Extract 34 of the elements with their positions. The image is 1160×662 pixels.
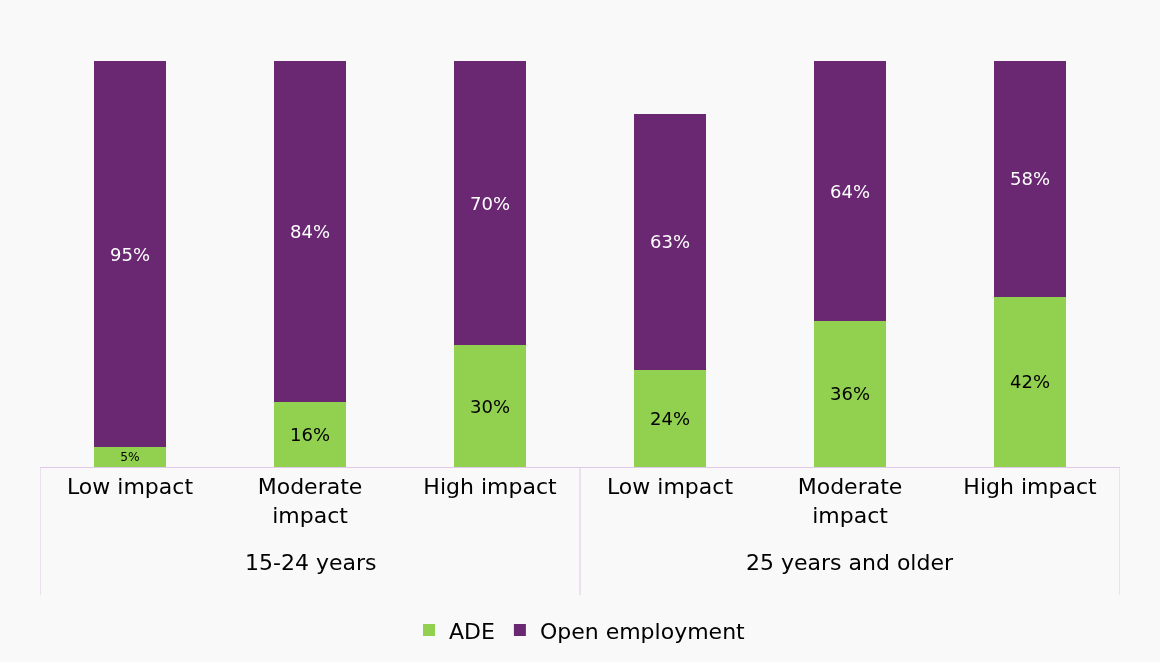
data-label: 58%	[1009, 168, 1051, 190]
data-label: 64%	[829, 180, 871, 202]
data-label: 5%	[120, 450, 140, 465]
bar	[94, 446, 166, 467]
bar	[454, 61, 526, 346]
data-label: 70%	[469, 192, 511, 214]
bar	[814, 320, 886, 467]
legend-label: Open employment	[539, 618, 746, 644]
bar	[994, 61, 1066, 297]
bar	[274, 402, 346, 467]
x-tick-label: Low impact	[606, 474, 734, 500]
bar	[634, 114, 706, 370]
data-label: 84%	[289, 221, 331, 243]
x-tick-label: Moderate impact	[797, 474, 903, 528]
bar	[634, 369, 706, 467]
data-label: 24%	[649, 407, 691, 429]
x-tick-label: High impact	[963, 474, 1097, 500]
x-tick-label: Moderate impact	[257, 474, 363, 528]
bar	[274, 61, 346, 403]
bar	[994, 296, 1066, 467]
data-label: 36%	[829, 383, 871, 405]
data-label: 42%	[1009, 371, 1051, 393]
x-tick-label: High impact	[423, 474, 557, 500]
data-label: 16%	[289, 424, 331, 446]
text: 15-24 years	[245, 550, 377, 575]
data-label: 95%	[109, 243, 151, 265]
bar	[454, 345, 526, 467]
x-tick-label: Low impact	[66, 474, 194, 500]
legend-label: ADE	[449, 618, 495, 644]
text: 25 years and older	[746, 550, 954, 575]
bar	[94, 61, 166, 447]
data-label: 63%	[649, 231, 691, 253]
bar	[814, 61, 886, 321]
data-label: 30%	[469, 395, 511, 417]
